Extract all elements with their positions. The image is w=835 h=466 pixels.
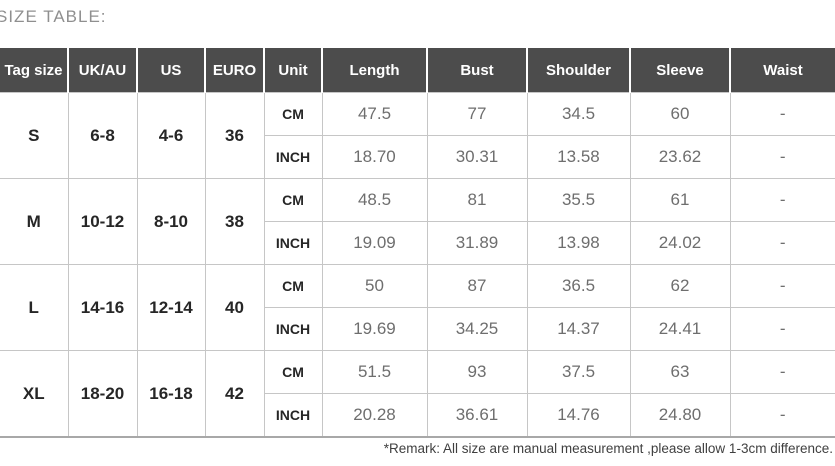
unit-cell: INCH	[264, 135, 323, 179]
unit-cell: CM	[263, 178, 323, 222]
us-cell: 16-18	[136, 350, 206, 438]
unit-cell: INCH	[264, 221, 323, 265]
us-cell: 12-14	[136, 264, 206, 351]
uk-au-cell: 14-16	[67, 264, 138, 351]
size-row-xl-inch: INCH 20.28 36.61 14.76 24.80 -	[0, 393, 835, 438]
size-row-l-inch: INCH 19.69 34.25 14.37 24.41 -	[0, 307, 835, 351]
shoulder-value-cell: 14.37	[526, 307, 631, 351]
waist-value-cell: -	[729, 307, 835, 351]
bust-value-cell: 93	[426, 350, 528, 394]
waist-value-cell: -	[729, 178, 835, 222]
size-row-xl-cm: XL 18-20 16-18 42 CM 51.5 93 37.5 63 -	[0, 350, 835, 438]
bust-value-cell: 77	[426, 92, 528, 136]
shoulder-value-cell: 34.5	[526, 92, 631, 136]
size-tag-cell: M	[0, 178, 69, 265]
bust-value-cell: 34.25	[426, 307, 528, 351]
size-row-s-cm: S 6-8 4-6 36 CM 47.5 77 34.5 60 -	[0, 92, 835, 179]
sleeve-value-cell: 61	[629, 178, 731, 222]
uk-au-cell: 10-12	[67, 178, 138, 265]
size-tag-cell: L	[0, 264, 69, 351]
bust-value-cell: 30.31	[426, 135, 528, 179]
uk-au-cell: 6-8	[67, 92, 138, 179]
size-tag-cell: XL	[0, 350, 69, 438]
size-tag-cell: S	[0, 92, 69, 179]
sleeve-value-cell: 63	[629, 350, 731, 394]
sleeve-value-cell: 24.02	[629, 221, 731, 265]
length-value-cell: 48.5	[321, 178, 428, 222]
header-cell-us: US	[137, 48, 206, 93]
header-cell-unit: Unit	[264, 48, 323, 93]
shoulder-value-cell: 37.5	[526, 350, 631, 394]
uk-au-cell: 18-20	[67, 350, 138, 438]
shoulder-value-cell: 13.98	[526, 221, 631, 265]
header-cell-bust: Bust	[427, 48, 528, 93]
length-value-cell: 20.28	[321, 393, 428, 438]
length-value-cell: 50	[321, 264, 428, 308]
waist-value-cell: -	[729, 221, 835, 265]
bust-value-cell: 87	[426, 264, 528, 308]
unit-cell: CM	[263, 264, 323, 308]
unit-cell: CM	[263, 92, 323, 136]
bust-value-cell: 31.89	[426, 221, 528, 265]
remark-note: *Remark: All size are manual measurement…	[383, 441, 833, 456]
header-cell-sleeve: Sleeve	[630, 48, 731, 93]
page-title: SIZE TABLE:	[0, 7, 107, 26]
size-row-m-inch: INCH 19.09 31.89 13.98 24.02 -	[0, 221, 835, 265]
sleeve-value-cell: 62	[629, 264, 731, 308]
length-value-cell: 19.09	[321, 221, 428, 265]
waist-value-cell: -	[729, 92, 835, 136]
waist-value-cell: -	[729, 135, 835, 179]
euro-cell: 42	[204, 350, 265, 438]
unit-cell: CM	[263, 350, 323, 394]
header-row: Tag size UK/AU US EURO Unit Length Bust …	[0, 48, 835, 93]
unit-cell: INCH	[264, 307, 323, 351]
euro-cell: 36	[204, 92, 265, 179]
waist-value-cell: -	[729, 350, 835, 394]
sleeve-value-cell: 60	[629, 92, 731, 136]
waist-value-cell: -	[729, 264, 835, 308]
euro-cell: 38	[204, 178, 265, 265]
waist-value-cell: -	[729, 393, 835, 438]
length-value-cell: 19.69	[321, 307, 428, 351]
us-cell: 8-10	[136, 178, 206, 265]
size-row-l-cm: L 14-16 12-14 40 CM 50 87 36.5 62 -	[0, 264, 835, 351]
shoulder-value-cell: 36.5	[526, 264, 631, 308]
unit-cell: INCH	[264, 393, 323, 438]
header-cell-uk-au: UK/AU	[68, 48, 138, 93]
shoulder-value-cell: 14.76	[526, 393, 631, 438]
header-cell-tag-size: Tag size	[0, 48, 69, 93]
us-cell: 4-6	[136, 92, 206, 179]
length-value-cell: 18.70	[321, 135, 428, 179]
shoulder-value-cell: 13.58	[526, 135, 631, 179]
header-cell-length: Length	[322, 48, 428, 93]
length-value-cell: 51.5	[321, 350, 428, 394]
size-table: Tag size UK/AU US EURO Unit Length Bust …	[0, 48, 835, 438]
header-cell-shoulder: Shoulder	[527, 48, 631, 93]
header-cell-waist: Waist	[730, 48, 835, 93]
header-cell-euro: EURO	[205, 48, 265, 93]
sleeve-value-cell: 24.41	[629, 307, 731, 351]
bust-value-cell: 81	[426, 178, 528, 222]
shoulder-value-cell: 35.5	[526, 178, 631, 222]
bust-value-cell: 36.61	[426, 393, 528, 438]
sleeve-value-cell: 23.62	[629, 135, 731, 179]
length-value-cell: 47.5	[321, 92, 428, 136]
sleeve-value-cell: 24.80	[629, 393, 731, 438]
euro-cell: 40	[204, 264, 265, 351]
size-row-m-cm: M 10-12 8-10 38 CM 48.5 81 35.5 61 -	[0, 178, 835, 265]
